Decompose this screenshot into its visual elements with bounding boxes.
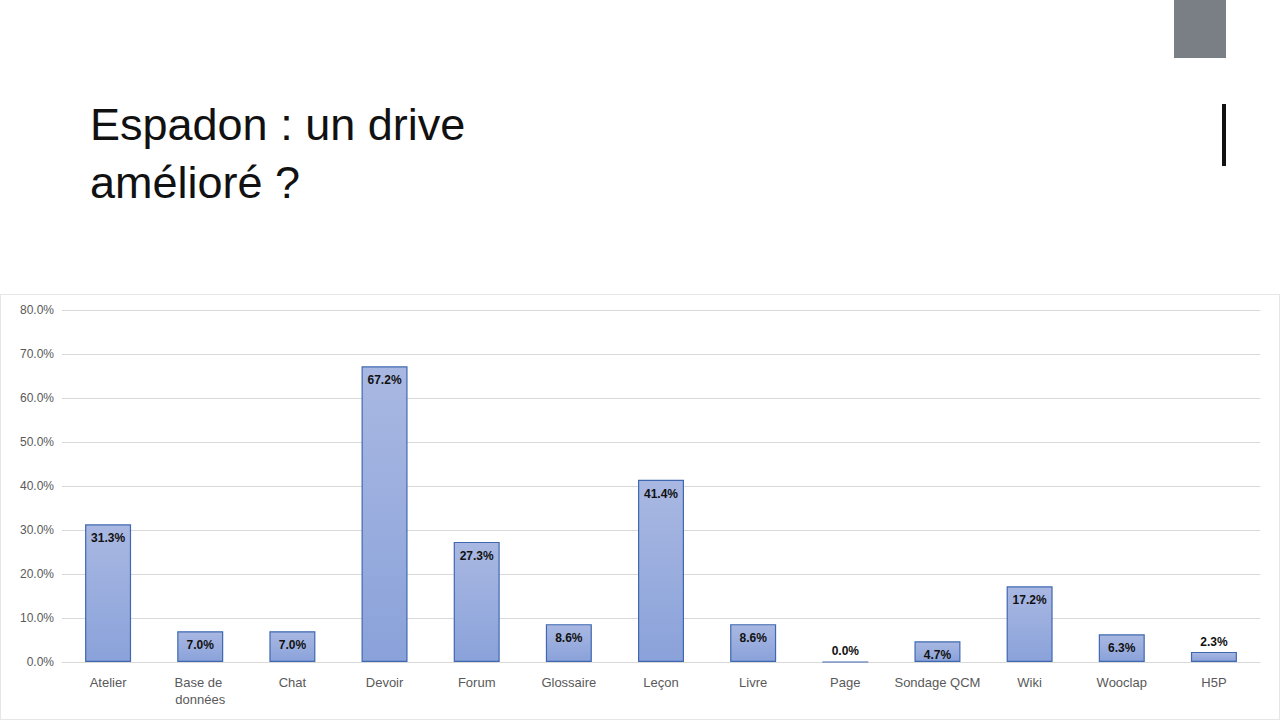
svg-text:2.3%: 2.3%: [1200, 635, 1228, 649]
svg-text:8.6%: 8.6%: [555, 631, 583, 645]
svg-text:Livre: Livre: [739, 675, 767, 690]
svg-text:30.0%: 30.0%: [20, 523, 54, 537]
svg-text:0.0%: 0.0%: [832, 644, 860, 658]
svg-text:60.0%: 60.0%: [20, 391, 54, 405]
svg-text:67.2%: 67.2%: [368, 373, 402, 387]
svg-text:8.6%: 8.6%: [739, 631, 767, 645]
svg-text:10.0%: 10.0%: [20, 611, 54, 625]
svg-text:Base de: Base de: [175, 675, 226, 690]
svg-text:Sondage QCM: Sondage QCM: [894, 675, 980, 690]
svg-text:Wiki: Wiki: [1017, 675, 1042, 690]
svg-text:31.3%: 31.3%: [91, 531, 125, 545]
svg-text:40.0%: 40.0%: [20, 479, 54, 493]
svg-text:27.3%: 27.3%: [460, 549, 494, 563]
svg-text:Glossaire: Glossaire: [541, 675, 596, 690]
svg-text:Page: Page: [830, 675, 860, 690]
svg-text:7.0%: 7.0%: [187, 638, 215, 652]
svg-text:Atelier: Atelier: [90, 675, 128, 690]
svg-text:0.0%: 0.0%: [27, 655, 55, 669]
svg-text:80.0%: 80.0%: [20, 303, 54, 317]
svg-text:Leçon: Leçon: [643, 675, 678, 690]
svg-text:20.0%: 20.0%: [20, 567, 54, 581]
svg-text:17.2%: 17.2%: [1013, 593, 1047, 607]
svg-text:données: données: [175, 692, 225, 707]
svg-text:41.4%: 41.4%: [644, 487, 678, 501]
svg-text:50.0%: 50.0%: [20, 435, 54, 449]
svg-text:Devoir: Devoir: [366, 675, 404, 690]
svg-text:70.0%: 70.0%: [20, 347, 54, 361]
svg-text:Chat: Chat: [279, 675, 307, 690]
svg-text:4.7%: 4.7%: [924, 648, 952, 662]
svg-text:7.0%: 7.0%: [279, 638, 307, 652]
svg-text:Forum: Forum: [458, 675, 496, 690]
svg-text:Wooclap: Wooclap: [1097, 675, 1147, 690]
html-text:Espadon : un drive amélioré ?: Espadon : un drive amélioré ?: [90, 99, 466, 208]
svg-text:6.3%: 6.3%: [1108, 641, 1136, 655]
svg-text:H5P: H5P: [1201, 675, 1226, 690]
